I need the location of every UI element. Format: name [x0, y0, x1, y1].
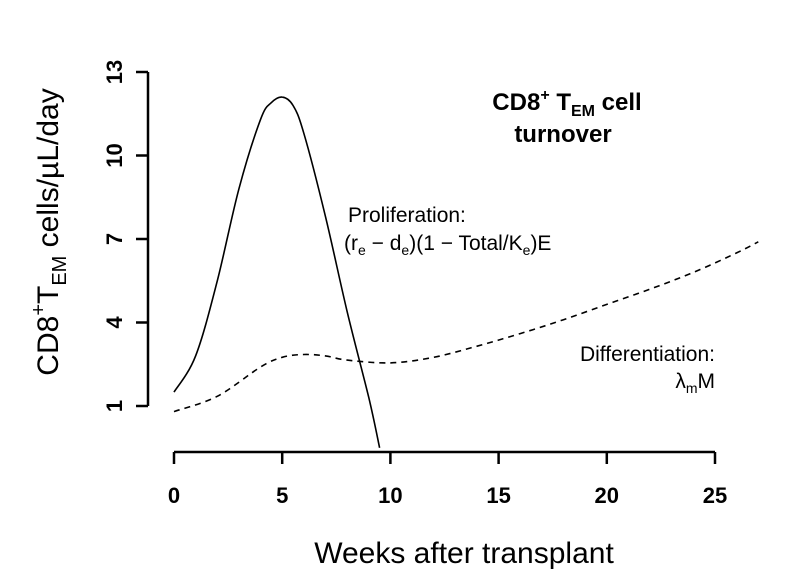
differentiation-annotation-formula: λmM [675, 370, 715, 396]
differentiation-annotation-title: Differentiation: [580, 343, 715, 366]
y-tick-label-4: 4 [102, 316, 127, 329]
x-axis-label: Weeks after transplant [314, 537, 614, 570]
chart-title-line2: turnover [514, 121, 611, 148]
y-tick-label-7: 7 [102, 233, 127, 245]
y-axis-label: CD8+TEM cells/µL/day [28, 88, 71, 375]
x-tick-label-0: 0 [168, 483, 180, 508]
series-differentiation-line [173, 241, 759, 413]
x-tick-label-25: 25 [703, 483, 727, 508]
y-tick-label-13: 13 [102, 60, 127, 84]
x-axis-ticks: 0 5 10 15 20 25 [168, 452, 727, 508]
series-group [173, 96, 759, 448]
x-tick-label-20: 20 [595, 483, 619, 508]
y-tick-label-1: 1 [102, 400, 127, 412]
chart-title-line1: CD8+ TEM cell [492, 87, 641, 120]
x-tick-label-15: 15 [486, 483, 510, 508]
series-proliferation-line [173, 96, 381, 448]
proliferation-annotation-formula: (re − de)(1 − Total/Ke)E [344, 232, 551, 258]
x-tick-label-10: 10 [378, 483, 402, 508]
y-tick-label-10: 10 [102, 143, 127, 167]
y-axis-ticks: 1 4 7 10 13 [102, 60, 148, 412]
proliferation-annotation-title: Proliferation: [348, 204, 466, 227]
x-tick-label-5: 5 [276, 483, 288, 508]
